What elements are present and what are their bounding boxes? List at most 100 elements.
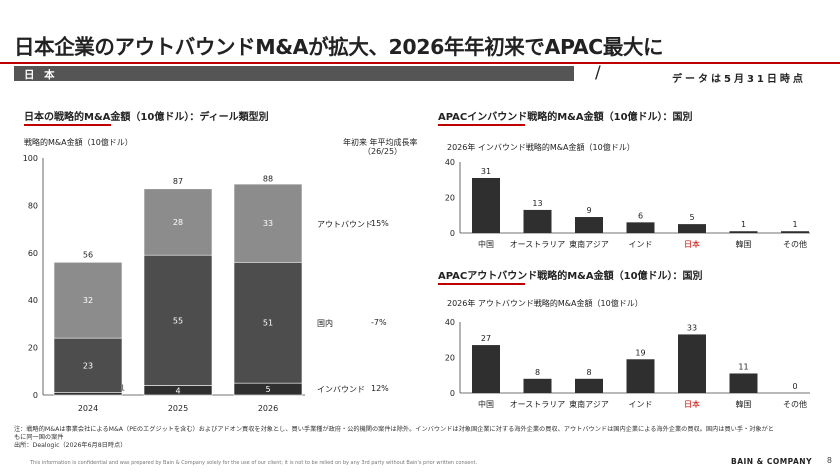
country-bar-chart: 0 20 40 31 中国 13 オーストラリア 9 東南アジア 6 インド 5 日本 1 韓国 1 その他: [445, 158, 810, 249]
bar-value-label: 19: [635, 348, 645, 357]
x-tick-label: 東南アジア: [569, 239, 609, 249]
stacked-bar-segment: [233, 183, 303, 263]
bar-value-label: 33: [687, 323, 697, 332]
bar-value-label: 32: [83, 296, 93, 305]
bar: [678, 224, 706, 233]
stacked-bar-segment: [53, 337, 123, 393]
left-chart-underline: [24, 124, 111, 126]
bar-value-label: 5: [265, 385, 270, 394]
slash-divider: /: [595, 63, 601, 83]
bar-value-label: 33: [263, 219, 273, 228]
country-bar-chart: 0 20 40 27 中国 8 オーストラリア 8 東南アジア 19 インド 33 日本 11 韓国 0 その他: [445, 318, 810, 409]
x-tick-label: 日本: [684, 399, 700, 409]
growth-value-outbound: 15%: [371, 219, 389, 228]
bar-value-label: 4: [175, 386, 180, 395]
y-tick-label: 20: [445, 194, 455, 203]
y-tick-label: 0: [450, 389, 455, 398]
inbound-chart-title: APACインバウンド戦略的M&A金額（10億ドル）：国別: [438, 112, 693, 123]
confidential-notice: This information is confidential and was…: [30, 460, 478, 466]
bar-value-label: 31: [481, 167, 491, 176]
x-tick-label: インド: [629, 240, 653, 249]
footnote-line2: もに同一国の案件: [14, 434, 64, 441]
bar-value-label: 1: [741, 220, 746, 229]
inbound-chart-unit-label: 2026年 インバウンド戦略的M&A金額（10億ドル）: [447, 143, 635, 152]
x-tick-label: 2025: [168, 404, 188, 413]
country-banner: [14, 66, 574, 81]
outbound-chart-unit-label: 2026年 アウトバウンド戦略的M&A金額（10億ドル）: [447, 299, 643, 308]
bar-value-label: 0: [792, 382, 797, 391]
x-tick-label: その他: [783, 239, 807, 249]
y-tick-label: 20: [445, 354, 455, 363]
bar-value-label: 1: [792, 220, 797, 229]
title-divider: [0, 62, 840, 64]
bar: [729, 373, 758, 393]
bar: [523, 209, 552, 233]
x-tick-label: 中国: [478, 239, 494, 249]
page-title: 日本企業のアウトバウンドM&Aが拡大、2026年年初来でAPAC最大に: [14, 35, 664, 59]
bar-total-label: 87: [173, 177, 183, 186]
bar: [626, 359, 655, 393]
page-number: 8: [826, 456, 832, 465]
growth-subheader: （26/25）: [363, 147, 403, 156]
growth-label-outbound: アウトバウンド: [317, 220, 373, 229]
x-tick-label: オーストラリア: [510, 400, 566, 409]
bar-value-label: 9: [586, 206, 591, 215]
bar-value-label: 51: [263, 319, 273, 328]
growth-header: 年初来 年平均成長率: [343, 138, 418, 147]
bar-value-label: 11: [738, 362, 748, 371]
x-tick-label: オーストラリア: [510, 240, 566, 249]
bar: [626, 222, 655, 233]
bar-value-label: 6: [638, 211, 643, 220]
stacked-bar-segment: [53, 392, 123, 396]
y-tick-label: 60: [28, 249, 38, 258]
x-tick-label: インド: [629, 400, 653, 409]
bar-total-label: 56: [83, 250, 93, 259]
y-tick-label: 20: [28, 344, 38, 353]
y-tick-label: 100: [23, 154, 38, 163]
bar: [678, 334, 706, 393]
bar: [472, 177, 500, 233]
left-chart-title: 日本の戦略的M&A金額（10億ドル）：ディール類型別: [24, 112, 269, 123]
growth-value-domestic: -7%: [371, 318, 387, 327]
inbound-chart-underline: [438, 124, 525, 126]
brand-logo: BAIN & COMPANY: [730, 457, 812, 466]
x-tick-label: その他: [783, 399, 807, 409]
bar-value-label: 23: [83, 361, 93, 370]
bar-value-label: 1: [120, 384, 125, 393]
y-tick-label: 0: [450, 229, 455, 238]
footnote-line1: 注：戦略的M&Aは事業会社によるM&A（PEのエグジットを含む）およびアドオン買…: [14, 426, 774, 433]
as-of-note: データは5月31日時点: [672, 74, 806, 85]
x-tick-label: 東南アジア: [569, 399, 609, 409]
growth-label-domestic: 国内: [317, 319, 333, 328]
y-tick-label: 40: [445, 158, 455, 167]
stacked-bar-segment: [143, 254, 213, 386]
bar: [729, 231, 758, 233]
x-tick-label: 韓国: [736, 239, 752, 249]
bar: [781, 231, 809, 233]
y-tick-label: 40: [445, 318, 455, 327]
bar-value-label: 5: [689, 213, 694, 222]
bar-value-label: 13: [532, 199, 542, 208]
outbound-chart-underline: [438, 283, 525, 285]
x-tick-label: 2026: [258, 404, 278, 413]
bar: [472, 345, 500, 393]
left-chart-unit-label: 戦略的M&A金額（10億ドル）: [24, 138, 133, 147]
bar: [575, 217, 603, 233]
x-tick-label: 韓国: [736, 399, 752, 409]
bar-total-label: 88: [263, 174, 273, 183]
y-tick-label: 80: [28, 201, 38, 210]
bar: [523, 378, 552, 393]
x-tick-label: 中国: [478, 399, 494, 409]
country-label: 日 本: [24, 69, 58, 81]
x-tick-label: 日本: [684, 239, 700, 249]
y-tick-label: 0: [33, 391, 38, 400]
growth-value-inbound: 12%: [371, 384, 389, 393]
stacked-bar-segment: [53, 261, 123, 339]
source-note: 出所：Dealogic（2026年6月8日時点）: [14, 442, 127, 449]
bar-value-label: 28: [173, 218, 183, 227]
stacked-bar-segment: [143, 188, 213, 256]
x-tick-label: 2024: [78, 404, 98, 413]
y-tick-label: 40: [28, 296, 38, 305]
bar-value-label: 8: [586, 368, 591, 377]
